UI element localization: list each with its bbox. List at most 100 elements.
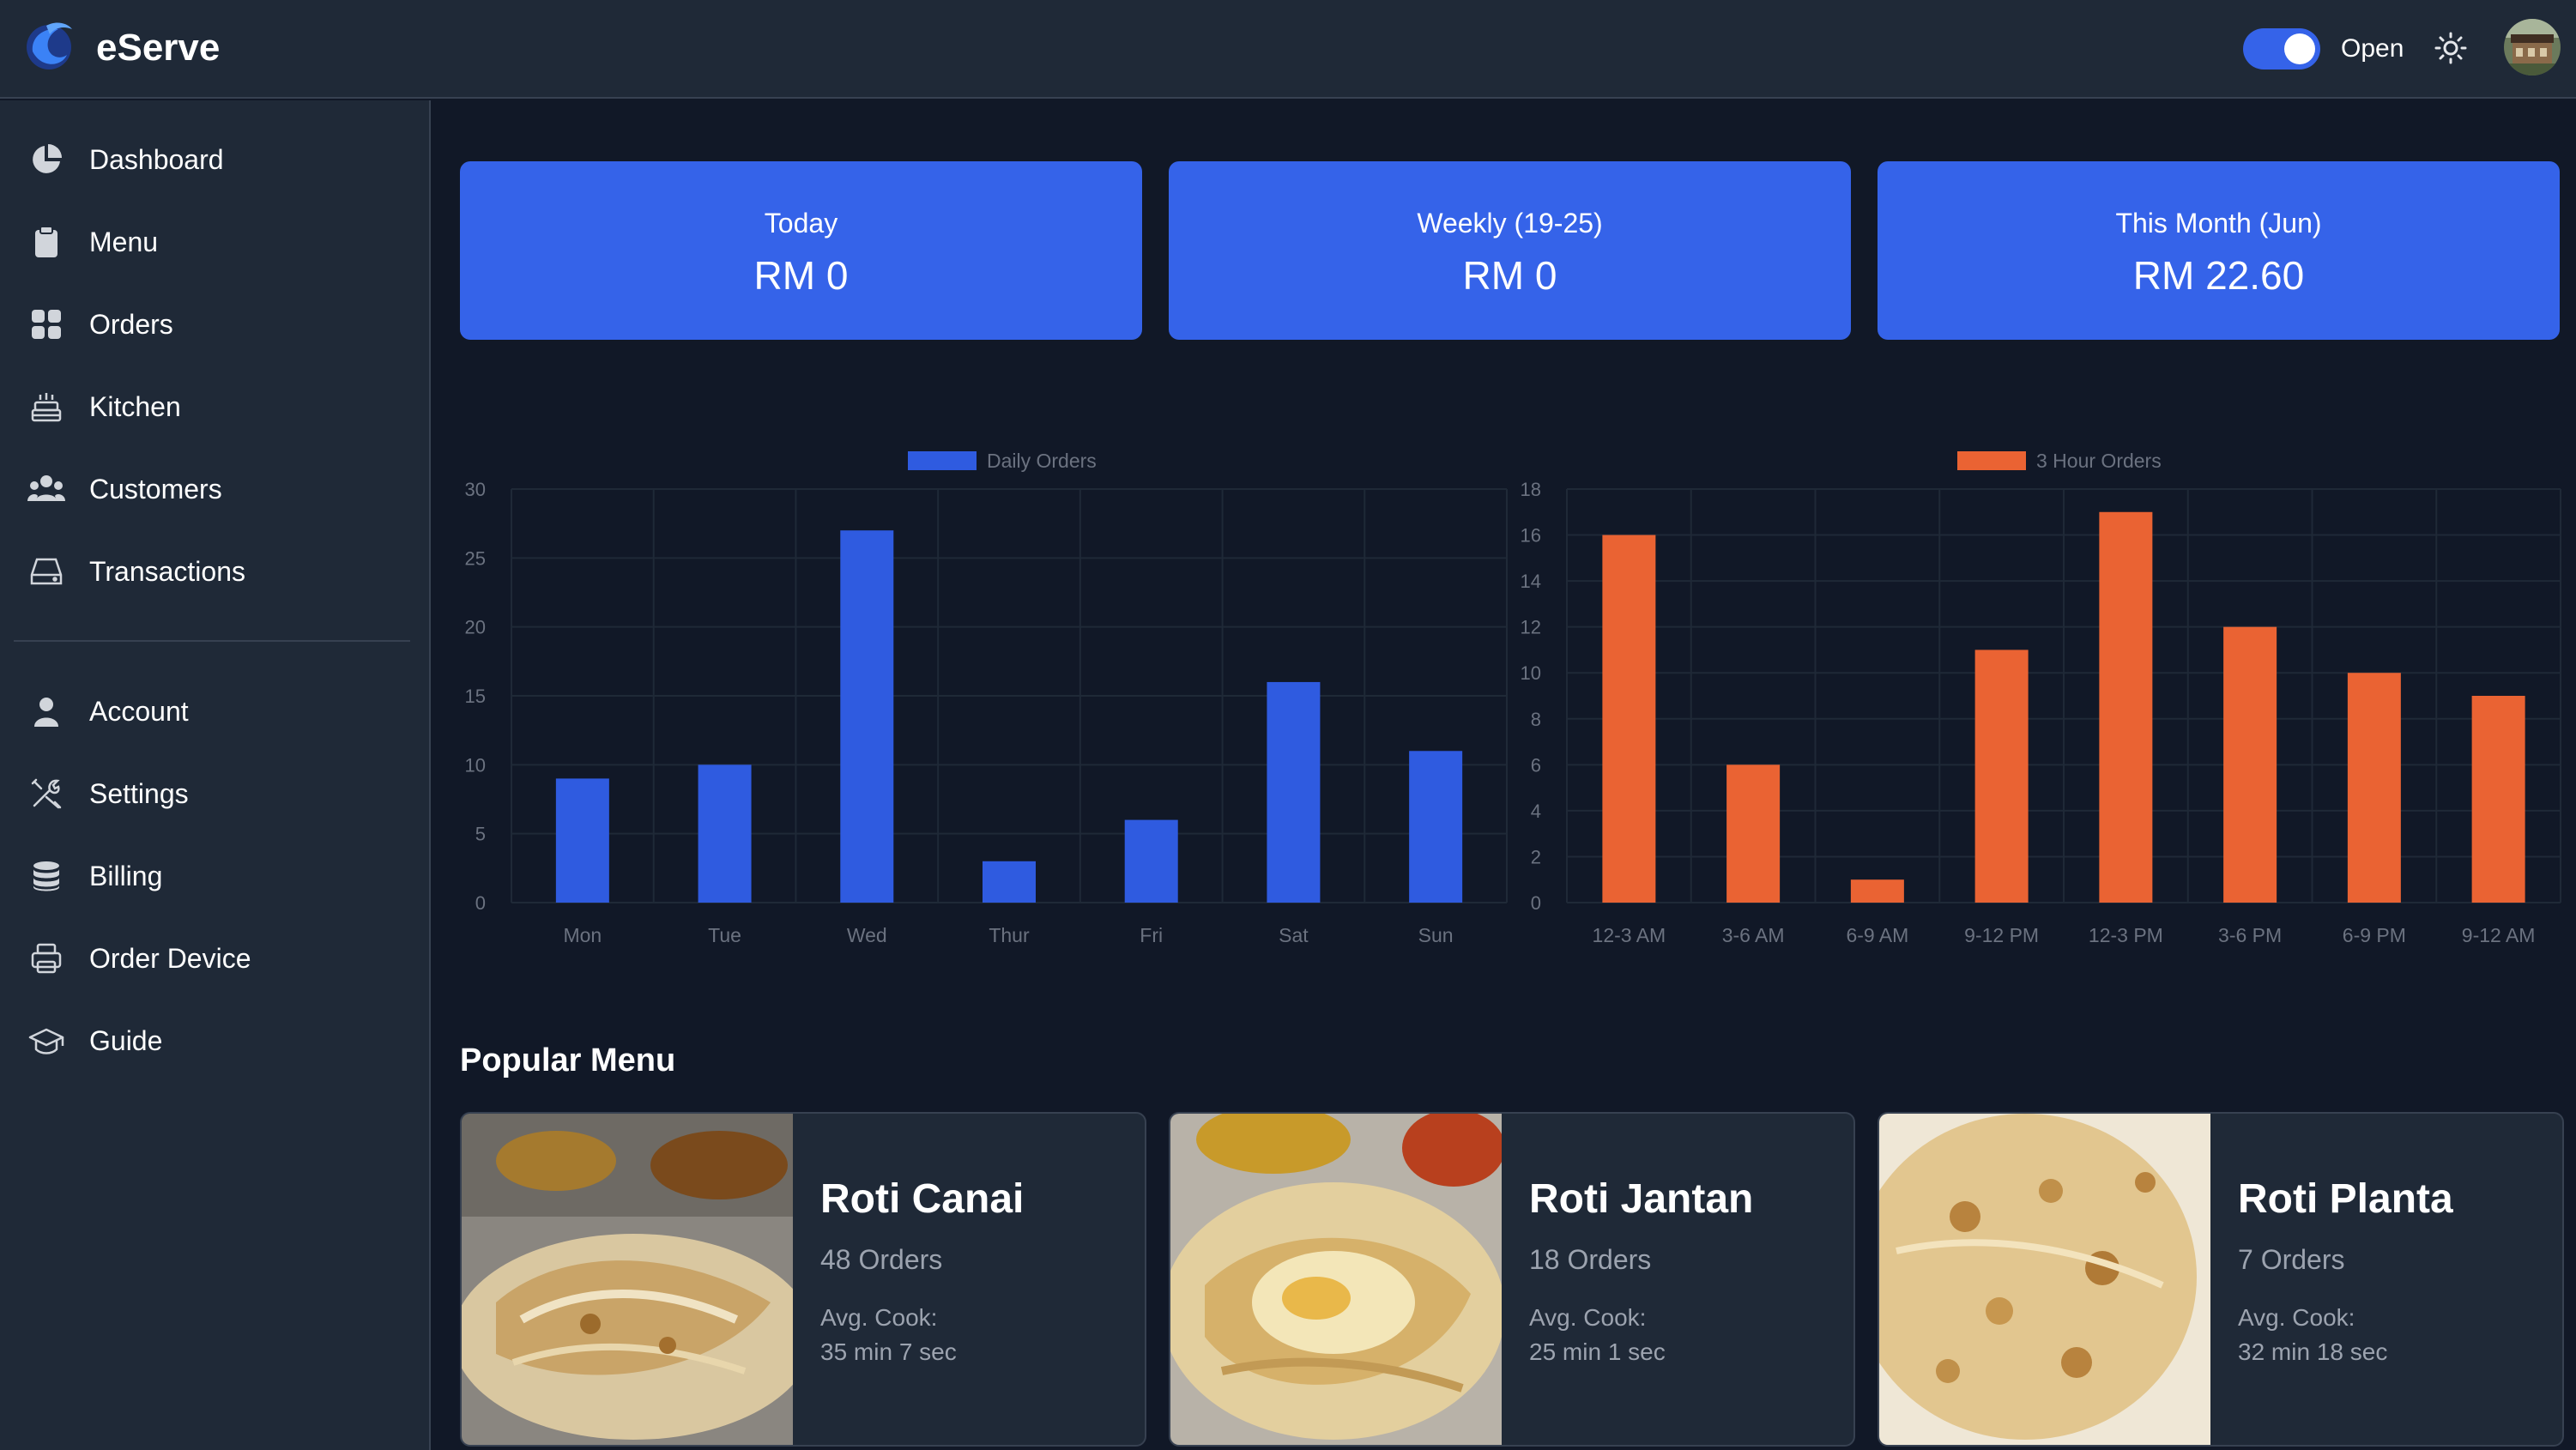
menu-item-photo	[1879, 1114, 2210, 1445]
legend-label: 3 Hour Orders	[2036, 450, 2162, 472]
menu-card[interactable]: Roti Jantan 18 Orders Avg. Cook: 25 min …	[1169, 1112, 1855, 1447]
logo-icon[interactable]	[21, 17, 77, 74]
menu-card[interactable]: Roti Planta 7 Orders Avg. Cook: 32 min 1…	[1878, 1112, 2564, 1447]
sidebar-item-settings[interactable]: Settings	[0, 759, 420, 828]
graduation-cap-icon	[27, 1022, 65, 1060]
grid-icon	[27, 305, 65, 343]
sidebar-item-label: Account	[89, 696, 189, 727]
drive-icon	[27, 553, 65, 590]
sidebar: Dashboard Menu Orders Kitchen Customers …	[0, 100, 431, 1450]
daily-orders-chart: Daily Orders 0 5 10 15 20 25 30 Mon Tue Wed Thur Fri…	[460, 429, 1509, 961]
sidebar-item-account[interactable]: Account	[0, 677, 420, 746]
stat-label: Weekly (19-25)	[1417, 208, 1603, 239]
chart-legend: 3 Hour Orders	[1957, 450, 2162, 472]
bar[interactable]	[1124, 819, 1178, 903]
menu-item-orders: 7 Orders	[2238, 1244, 2345, 1275]
stat-card-weekly: Weekly (19-25) RM 0	[1169, 161, 1851, 340]
user-icon	[27, 692, 65, 730]
bar[interactable]	[1602, 535, 1656, 903]
stat-label: This Month (Jun)	[2115, 208, 2322, 239]
x-tick-label: 6-9 AM	[1846, 924, 1908, 946]
menu-item-cook-label: Avg. Cook:	[1529, 1304, 1647, 1331]
theme-toggle-button[interactable]	[2430, 27, 2471, 69]
menu-item-cook-value: 25 min 1 sec	[1529, 1338, 1666, 1365]
menu-item-name: Roti Jantan	[1529, 1176, 1754, 1222]
y-tick-label: 4	[1531, 801, 1541, 822]
y-tick-label: 8	[1531, 709, 1541, 730]
sidebar-item-label: Dashboard	[89, 144, 224, 175]
stat-value: RM 0	[753, 253, 849, 298]
bar[interactable]	[555, 778, 609, 903]
bar[interactable]	[1726, 764, 1781, 903]
bar[interactable]	[840, 530, 894, 903]
y-tick-label: 0	[475, 892, 486, 914]
tools-icon	[27, 775, 65, 813]
sidebar-item-label: Guide	[89, 1025, 163, 1056]
bar[interactable]	[983, 861, 1036, 903]
y-tick-label: 10	[1521, 662, 1541, 684]
y-tick-label: 12	[1521, 617, 1541, 638]
sidebar-item-customers[interactable]: Customers	[0, 455, 420, 523]
legend-swatch	[1957, 451, 2026, 470]
sidebar-item-orders[interactable]: Orders	[0, 290, 420, 359]
y-tick-label: 5	[475, 824, 486, 845]
sun-icon	[2434, 32, 2467, 64]
sidebar-item-menu[interactable]: Menu	[0, 208, 420, 276]
brand-name: eServe	[96, 27, 221, 69]
toggle-knob	[2284, 33, 2315, 64]
sidebar-item-order-device[interactable]: Order Device	[0, 924, 420, 993]
menu-item-cook-label: Avg. Cook:	[2238, 1304, 2355, 1331]
bar[interactable]	[1267, 681, 1321, 903]
bar[interactable]	[1409, 751, 1463, 903]
sidebar-divider	[14, 640, 410, 642]
x-tick-label: 3-6 PM	[2218, 924, 2282, 946]
sidebar-item-label: Order Device	[89, 943, 251, 974]
menu-item-photo	[1170, 1114, 1505, 1445]
bar[interactable]	[2471, 696, 2525, 903]
menu-card[interactable]: Roti Canai 48 Orders Avg. Cook: 35 min 7…	[460, 1112, 1146, 1447]
sidebar-item-label: Transactions	[89, 556, 245, 587]
sidebar-item-billing[interactable]: Billing	[0, 842, 420, 910]
chart-svg: Daily Orders 0 5 10 15 20 25 30 Mon Tue Wed Thur Fri…	[465, 450, 1508, 946]
clipboard-icon	[27, 223, 65, 261]
menu-item-name: Roti Canai	[820, 1176, 1025, 1222]
sidebar-item-dashboard[interactable]: Dashboard	[0, 125, 420, 194]
bar[interactable]	[1850, 879, 1904, 903]
sidebar-item-guide[interactable]: Guide	[0, 1006, 420, 1075]
y-tick-label: 20	[465, 617, 486, 638]
menu-item-cook-value: 35 min 7 sec	[820, 1338, 957, 1365]
store-open-toggle[interactable]	[2243, 28, 2320, 69]
stat-label: Today	[764, 208, 838, 239]
avatar[interactable]	[2504, 19, 2561, 76]
y-tick-label: 30	[465, 479, 486, 500]
sidebar-item-label: Customers	[89, 474, 222, 504]
hourly-orders-chart: 3 Hour Orders 0 2 4 6 8 10 12 14 16 18 12-3 AM 3-6 A…	[1515, 429, 2562, 961]
menu-item-cook-value: 32 min 18 sec	[2238, 1338, 2388, 1365]
bar[interactable]	[1974, 649, 2029, 903]
y-tick-label: 14	[1521, 571, 1541, 592]
bar[interactable]	[2223, 626, 2277, 903]
sidebar-item-kitchen[interactable]: Kitchen	[0, 372, 420, 441]
x-tick-label: 6-9 PM	[2343, 924, 2406, 946]
x-tick-label: Sat	[1279, 924, 1309, 946]
popular-menu-title: Popular Menu	[460, 1042, 676, 1078]
y-tick-label: 2	[1531, 846, 1541, 867]
x-tick-label: Fri	[1140, 924, 1163, 946]
y-tick-label: 0	[1531, 892, 1541, 914]
legend-label: Daily Orders	[987, 450, 1097, 472]
chart-legend: Daily Orders	[908, 450, 1097, 472]
stat-card-month: This Month (Jun) RM 22.60	[1878, 161, 2560, 340]
y-tick-label: 15	[465, 686, 486, 707]
legend-swatch	[908, 451, 977, 470]
bar[interactable]	[2099, 511, 2153, 903]
stat-value: RM 0	[1462, 253, 1557, 298]
menu-item-orders: 18 Orders	[1529, 1244, 1652, 1275]
bar[interactable]	[2347, 673, 2401, 903]
printer-icon	[27, 939, 65, 977]
sidebar-item-transactions[interactable]: Transactions	[0, 537, 420, 606]
x-tick-label: 12-3 PM	[2089, 924, 2163, 946]
database-icon	[27, 857, 65, 895]
menu-item-cook-label: Avg. Cook:	[820, 1304, 938, 1331]
bar[interactable]	[698, 764, 752, 903]
pie-chart-icon	[27, 141, 65, 178]
